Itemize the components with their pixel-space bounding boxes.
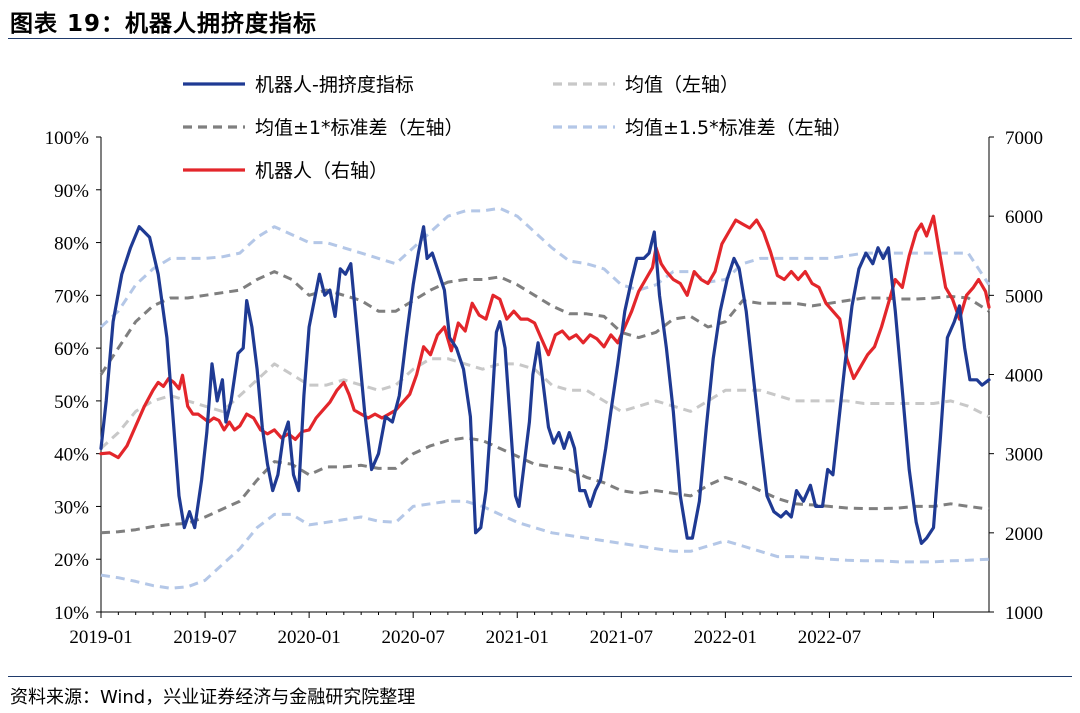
- series-mean-minus-1sd: [100, 436, 990, 535]
- y-right-tick-label: 3000: [1005, 445, 1043, 466]
- x-tick-label: 2022-01: [694, 627, 757, 648]
- x-tick-label: 2021-07: [590, 627, 653, 648]
- series-robot-index: [99, 214, 991, 460]
- series-mean-plus-1-5sd: [99, 206, 991, 329]
- y-left-tick-label: 90%: [54, 181, 89, 202]
- y-left-tick-label: 80%: [54, 234, 89, 255]
- y-right-tick-label: 2000: [1005, 524, 1043, 545]
- y-left-tick-label: 60%: [54, 339, 89, 360]
- x-tick-label: 2020-07: [382, 627, 445, 648]
- y-left-tick-label: 50%: [54, 392, 89, 413]
- legend-mean-1-5sd-label: 均值±1.5*标准差（左轴）: [625, 117, 852, 139]
- y-left-tick-label: 100%: [45, 128, 90, 149]
- legend-robot-index-label: 机器人（右轴）: [255, 160, 388, 182]
- y-left-tick-label: 20%: [54, 550, 89, 571]
- y-right-tick-label: 1000: [1005, 603, 1043, 624]
- series-mean-plus-1sd: [99, 270, 990, 376]
- legend-mean-1sd-label: 均值±1*标准差（左轴）: [255, 117, 464, 139]
- y-left-tick-label: 30%: [54, 497, 89, 518]
- y-right-tick-label: 7000: [1005, 128, 1043, 149]
- source-note: 资料来源：Wind，兴业证券经济与金融研究院整理: [10, 687, 416, 708]
- x-tick-label: 2019-01: [69, 627, 132, 648]
- series-crowding-index: [99, 225, 991, 545]
- y-right-tick-label: 4000: [1005, 366, 1043, 387]
- legend-crowding-index-label: 机器人-拥挤度指标: [255, 74, 414, 96]
- x-tick-label: 2019-07: [173, 627, 236, 648]
- x-tick-label: 2020-01: [277, 627, 340, 648]
- y-left-tick-label: 40%: [54, 445, 89, 466]
- page-title: 图表 19：机器人拥挤度指标: [10, 11, 318, 37]
- legend-mean-label: 均值（左轴）: [625, 74, 739, 96]
- series-mean-minus-1-5sd: [100, 499, 990, 590]
- x-tick-label: 2022-07: [798, 627, 861, 648]
- y-left-tick-label: 70%: [54, 286, 89, 307]
- y-left-tick-label: 10%: [54, 603, 89, 624]
- y-right-tick-label: 6000: [1005, 207, 1043, 228]
- y-right-tick-label: 5000: [1005, 286, 1043, 307]
- x-tick-label: 2021-01: [486, 627, 549, 648]
- title-rule: [8, 38, 1072, 39]
- source-rule: [8, 676, 1072, 677]
